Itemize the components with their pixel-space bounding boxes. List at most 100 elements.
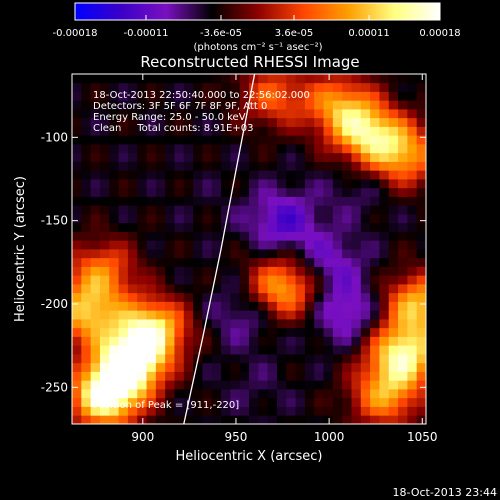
heatmap-cell [118,91,129,101]
heatmap-cell [81,196,92,206]
heatmap-cell [202,196,213,206]
heatmap-cell [127,354,138,364]
heatmap-cell [314,406,324,416]
heatmap-cell [370,126,380,136]
heatmap-cell [304,240,315,250]
heatmap-cell [370,205,380,215]
heatmap-cell [416,327,426,337]
heatmap-cell [146,406,157,416]
heatmap-cell [276,380,287,390]
heatmap-cell [193,100,203,110]
heatmap-cell [174,327,185,337]
heatmap-cell [267,144,278,154]
heatmap-cell [221,240,231,250]
heatmap-cell [249,109,259,119]
heatmap-cell [416,82,426,92]
heatmap-cell [342,389,352,399]
heatmap-cell [295,179,306,189]
heatmap-cell [90,249,101,259]
heatmap-cell [398,362,408,372]
heatmap-cell [127,345,138,355]
heatmap-cell [230,117,241,127]
heatmap-cell [332,214,343,224]
heatmap-cell [90,179,101,189]
heatmap-cell [388,109,399,119]
heatmap-cell [323,187,334,197]
heatmap-cell [267,214,278,224]
heatmap-cell [351,336,362,346]
heatmap-cell [239,144,250,154]
heatmap-cell [351,179,362,189]
heatmap-cell [332,126,343,136]
heatmap-cell [99,362,110,372]
heatmap-cell [155,397,166,407]
heatmap-cell [118,74,129,84]
peak-position-text: Position of Peak = [911,-220] [93,400,239,411]
heatmap-cell [193,135,203,145]
heatmap-cell [165,336,175,346]
heatmap-cell [118,257,129,267]
heatmap-cell [146,354,157,364]
heatmap-cell [174,126,185,136]
heatmap-cell [332,406,343,416]
heatmap-cell [211,117,222,127]
x-tick-label: 900 [131,430,154,444]
heatmap-cell [230,319,241,329]
heatmap-cell [304,179,315,189]
heatmap-cell [118,196,129,206]
heatmap-cell [165,117,175,127]
heatmap-cell [239,275,250,285]
heatmap-cell [323,389,334,399]
heatmap-cell [276,109,287,119]
heatmap-cell [258,161,269,171]
heatmap-cell [109,126,119,136]
heatmap-cell [155,301,166,311]
heatmap-cell [388,292,399,302]
heatmap-cell [72,109,82,119]
heatmap-cell [407,327,418,337]
heatmap-cell [99,82,110,92]
heatmap-cell [137,231,147,241]
heatmap-cell [137,310,147,320]
heatmap-cell [137,249,147,259]
heatmap-cell [174,109,185,119]
heatmap-cell [81,170,92,180]
heatmap-cell [81,126,92,136]
heatmap-cell [118,231,129,241]
heatmap-cell [258,196,269,206]
heatmap-cell [407,249,418,259]
heatmap-cell [239,135,250,145]
heatmap-cell [193,109,203,119]
heatmap-cell [398,266,408,276]
heatmap-cell [174,179,185,189]
heatmap-cell [295,117,306,127]
heatmap-cell [286,371,296,381]
heatmap-cell [239,284,250,294]
heatmap-cell [398,292,408,302]
heatmap-cell [202,179,213,189]
heatmap-cell [351,301,362,311]
heatmap-cell [211,397,222,407]
heatmap-cell [304,109,315,119]
heatmap-cell [407,222,418,232]
heatmap-cell [295,74,306,84]
heatmap-cell [370,406,380,416]
heatmap-cell [388,362,399,372]
heatmap-cell [90,152,101,162]
heatmap-cell [258,231,269,241]
heatmap-cell [146,135,157,145]
heatmap-cell [137,117,147,127]
heatmap-cell [230,275,241,285]
heatmap-cell [146,371,157,381]
heatmap-cell [351,231,362,241]
heatmap-cell [193,152,203,162]
heatmap-cell [258,170,269,180]
heatmap-cell [286,196,296,206]
heatmap-cell [183,415,194,424]
heatmap-cell [239,126,250,136]
heatmap-cell [258,91,269,101]
heatmap-cell [407,231,418,241]
heatmap-cell [90,91,101,101]
heatmap-cell [239,109,250,119]
heatmap-cell [155,117,166,127]
